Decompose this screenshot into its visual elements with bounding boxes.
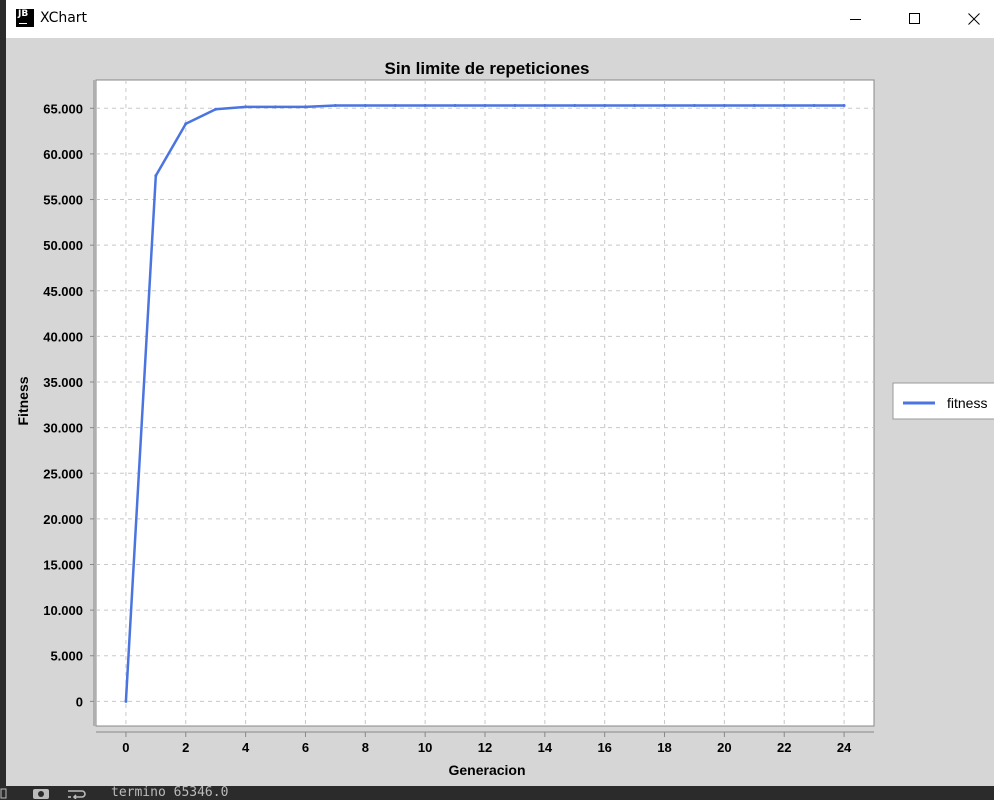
x-tick-label: 6: [302, 740, 309, 755]
data-point: [393, 104, 397, 108]
y-tick-label: 55.000: [43, 193, 83, 208]
minimize-button[interactable]: [833, 0, 879, 38]
legend-label-fitness: fitness: [947, 395, 987, 411]
chart-title: Sin limite de repeticiones: [384, 59, 589, 78]
data-point: [124, 699, 128, 703]
data-point: [453, 104, 457, 108]
x-tick-label: 14: [538, 740, 553, 755]
y-tick-label: 45.000: [43, 284, 83, 299]
y-tick-label: 60.000: [43, 147, 83, 162]
y-tick-label: 10.000: [43, 603, 83, 618]
data-point: [154, 174, 158, 178]
data-point: [812, 104, 816, 108]
camera-icon[interactable]: [32, 787, 50, 799]
x-tick-label: 0: [122, 740, 129, 755]
data-point: [244, 105, 248, 109]
data-point: [303, 105, 307, 109]
data-point: [603, 104, 607, 108]
minimize-icon: [850, 19, 861, 20]
data-point: [184, 122, 188, 126]
console-strip: termino 65346.0: [0, 786, 994, 800]
xchart-window: JB XChart Sin limite de repeticiones Gen…: [6, 0, 994, 786]
data-point: [842, 104, 846, 108]
x-tick-label: 10: [418, 740, 432, 755]
x-tick-label: 4: [242, 740, 250, 755]
data-point: [752, 104, 756, 108]
console-output-line: termino 65346.0: [111, 785, 229, 800]
close-button[interactable]: [951, 0, 994, 38]
line-chart: Sin limite de repeticiones Generacion Fi…: [15, 59, 994, 778]
x-tick-label: 20: [717, 740, 731, 755]
y-tick-label: 50.000: [43, 238, 83, 253]
data-point: [633, 104, 637, 108]
data-point: [722, 104, 726, 108]
app-logo-icon: JB: [16, 9, 34, 27]
data-point: [573, 104, 577, 108]
x-tick-label: 18: [657, 740, 671, 755]
data-point: [214, 107, 218, 111]
y-tick-label: 5.000: [50, 649, 83, 664]
data-point: [543, 104, 547, 108]
y-tick-label: 15.000: [43, 558, 83, 573]
window-title: XChart: [40, 10, 88, 26]
x-tick-label: 24: [837, 740, 852, 755]
y-tick-label: 20.000: [43, 512, 83, 527]
close-icon: [968, 13, 980, 25]
x-tick-label: 8: [362, 740, 369, 755]
data-point: [363, 104, 367, 108]
data-point: [274, 105, 278, 109]
y-tick-label: 65.000: [43, 101, 83, 116]
x-tick-label: 2: [182, 740, 189, 755]
data-point: [782, 104, 786, 108]
legend: fitness: [892, 382, 994, 420]
data-point: [513, 104, 517, 108]
x-tick-label: 12: [478, 740, 492, 755]
y-tick-label: 30.000: [43, 421, 83, 436]
app-logo-text: JB: [18, 9, 29, 19]
data-point: [663, 104, 667, 108]
data-point: [483, 104, 487, 108]
data-point: [423, 104, 427, 108]
maximize-button[interactable]: [892, 0, 938, 38]
x-tick-label: 16: [597, 740, 611, 755]
side-tab-icon: [0, 788, 7, 799]
y-tick-label: 35.000: [43, 375, 83, 390]
y-tick-label: 25.000: [43, 466, 83, 481]
y-tick-label: 40.000: [43, 329, 83, 344]
x-axis-label: Generacion: [448, 762, 525, 778]
y-tick-label: 0: [76, 694, 83, 709]
maximize-icon: [909, 13, 920, 24]
y-axis-label: Fitness: [15, 376, 31, 425]
data-point: [333, 104, 337, 108]
x-tick-label: 22: [777, 740, 791, 755]
data-point: [692, 104, 696, 108]
soft-wrap-icon[interactable]: [66, 787, 88, 799]
title-bar[interactable]: JB XChart: [6, 0, 994, 38]
